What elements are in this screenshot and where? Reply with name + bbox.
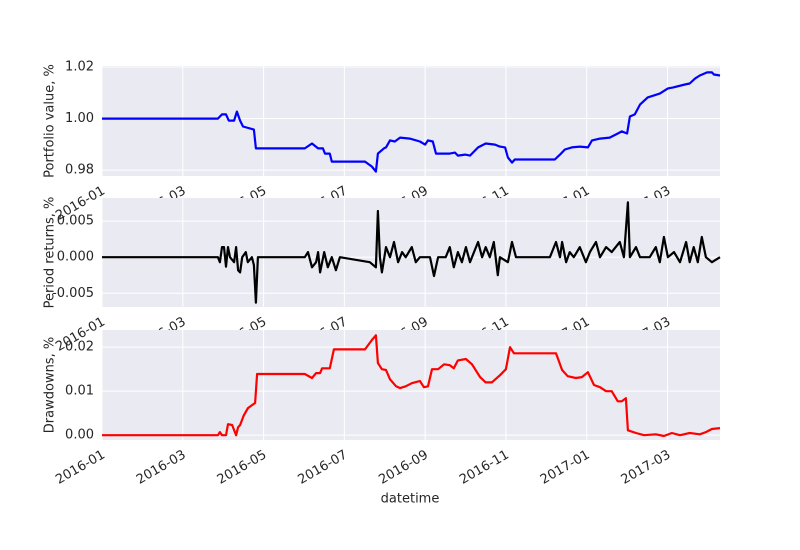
y-tick-label: 0.000 [57,250,94,265]
line-series [102,71,721,173]
x-tick-label: 2017-03 [619,448,674,488]
plot-background [102,66,720,176]
y-tick-label: 1.02 [65,60,94,75]
y-axis-label: Drawdowns, % [43,337,58,433]
x-tick-label: 2016-05 [215,448,270,488]
line-series [102,201,721,304]
y-tick-label: 0.98 [65,163,94,178]
y-tick-label: 0.01 [65,384,94,399]
y-axis-label: Portfolio value, % [43,64,58,178]
x-tick-label: 2016-09 [376,448,431,488]
line-series [102,334,721,438]
x-tick-label: 2017-01 [538,448,593,488]
y-tick-label: 0.005 [57,214,94,229]
x-tick-label: 2016-11 [457,448,512,488]
x-axis-label: datetime [381,492,440,507]
y-tick-label: 0.00 [65,428,94,443]
y-tick-label: -0.005 [52,286,94,301]
x-tick-label: 2016-01 [53,448,108,488]
plot-background [102,330,720,440]
y-axis-label: Period returns, % [43,197,58,309]
x-tick-label: 2016-07 [296,448,351,488]
plot-background [102,198,720,307]
y-tick-label: 1.00 [65,111,94,126]
x-tick-label: 2016-03 [134,448,189,488]
y-tick-label: 0.02 [65,340,94,355]
